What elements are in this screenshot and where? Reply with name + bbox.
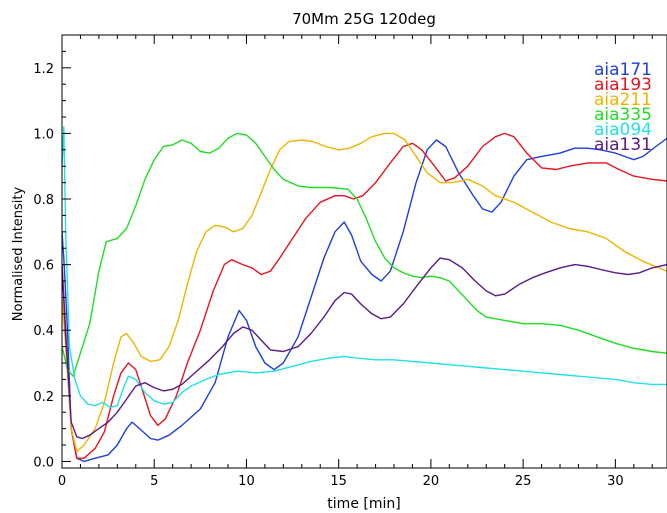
chart-title: 70Mm 25G 120deg bbox=[292, 10, 436, 28]
legend-item-aia193: aia193 bbox=[594, 75, 652, 95]
y-tick-label: 0.6 bbox=[33, 259, 54, 274]
y-tick-label: 0.2 bbox=[33, 390, 54, 405]
x-tick-label: 10 bbox=[238, 474, 255, 489]
y-tick-label: 1.2 bbox=[33, 62, 54, 77]
series-line-aia335 bbox=[62, 132, 667, 377]
legend-item-aia335: aia335 bbox=[594, 105, 652, 125]
series-layer bbox=[62, 126, 667, 463]
y-axis-label: Normalised Intensity bbox=[11, 187, 26, 322]
x-tick-label: 0 bbox=[58, 474, 66, 489]
x-tick-label: 15 bbox=[330, 474, 347, 489]
series-line-aia193 bbox=[62, 132, 667, 459]
y-tick-label: 0.8 bbox=[33, 193, 54, 208]
legend-item-aia094: aia094 bbox=[594, 120, 652, 140]
series-line-aia094 bbox=[62, 126, 667, 408]
legend-item-aia211: aia211 bbox=[594, 90, 652, 110]
x-tick-label: 5 bbox=[150, 474, 158, 489]
series-line-aia131 bbox=[62, 257, 667, 440]
y-tick-label: 0.4 bbox=[33, 324, 54, 339]
x-tick-label: 25 bbox=[515, 474, 532, 489]
series-line-aia171 bbox=[62, 137, 667, 463]
ticks-layer: 0 5 10 15 20 25 30 0.0 0.2 0.4 0.6 0.8 1.0 1.2 bbox=[33, 35, 653, 489]
series-line-aia211 bbox=[62, 132, 667, 453]
legend-item-aia131: aia131 bbox=[594, 135, 652, 155]
y-tick-label: 1.0 bbox=[33, 127, 54, 142]
legend-item-aia171: aia171 bbox=[594, 60, 652, 80]
plot-frame bbox=[61, 34, 667, 469]
x-tick-label: 20 bbox=[423, 474, 440, 489]
x-axis-label: time [min] bbox=[327, 496, 400, 512]
x-tick-label: 30 bbox=[607, 474, 624, 489]
y-tick-label: 0.0 bbox=[33, 455, 54, 470]
